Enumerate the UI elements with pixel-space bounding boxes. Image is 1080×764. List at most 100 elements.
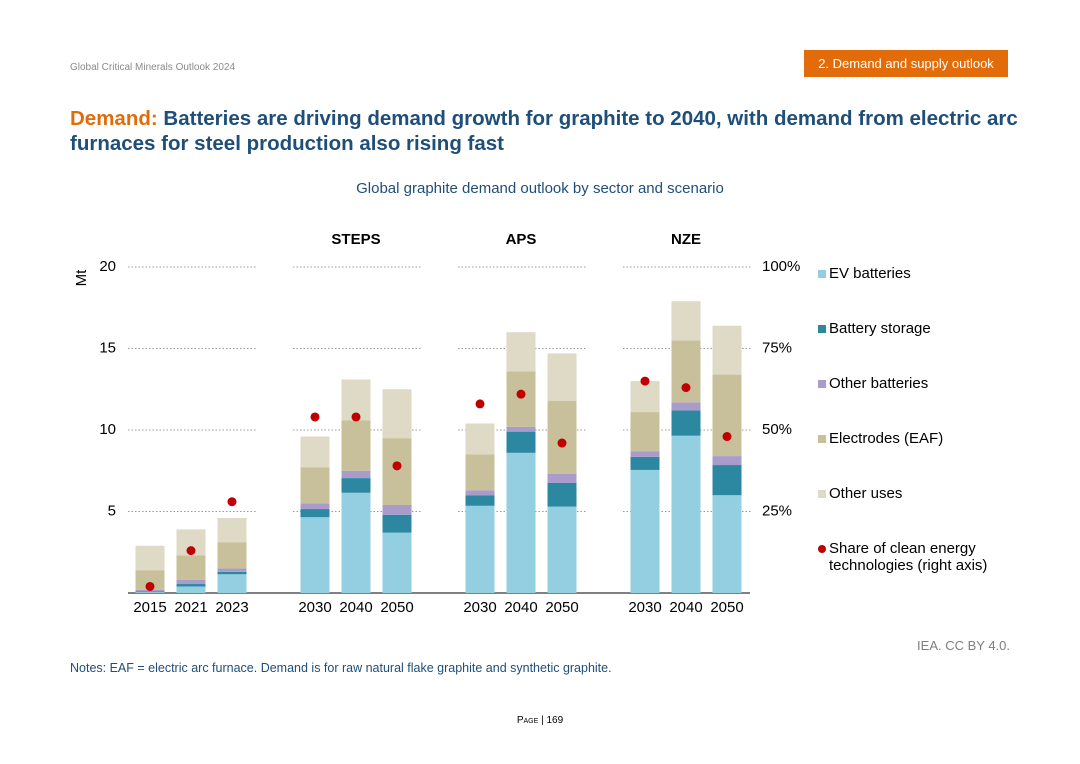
legend-swatch xyxy=(818,490,826,498)
bar-segment xyxy=(712,325,742,375)
share-dot xyxy=(186,546,196,556)
bar-segment xyxy=(341,420,371,471)
bar-segment xyxy=(217,574,247,593)
x-tick-label: 2050 xyxy=(380,599,413,616)
legend-swatch xyxy=(818,325,826,333)
bar-segment xyxy=(671,340,701,403)
bar-segment xyxy=(506,452,536,593)
legend-swatch xyxy=(818,435,826,443)
bar-segment xyxy=(382,438,412,505)
share-dot xyxy=(516,389,526,399)
bar-segment xyxy=(465,495,495,506)
group-label: APS xyxy=(506,231,537,248)
bar-segment xyxy=(630,469,660,593)
share-dot xyxy=(722,432,732,442)
legend-label: EV batteries xyxy=(829,265,911,282)
legend-label: Other batteries xyxy=(829,375,929,392)
bar-segment xyxy=(506,426,536,432)
bar-segment xyxy=(465,490,495,496)
bar-segment xyxy=(300,467,330,504)
bar-segment xyxy=(300,517,330,593)
x-tick-label: 2023 xyxy=(215,599,248,616)
x-tick-label: 2030 xyxy=(463,599,496,616)
bar-segment xyxy=(135,591,165,593)
bar-segment xyxy=(217,518,247,543)
y-tick-label: 10 xyxy=(99,421,116,438)
legend-swatch xyxy=(818,270,826,278)
y-tick-label: 15 xyxy=(99,339,116,356)
bar-segment xyxy=(630,412,660,452)
legend-entry: Battery storage xyxy=(818,320,1008,337)
bar-segment xyxy=(382,532,412,593)
x-tick-label: 2015 xyxy=(133,599,166,616)
bar-segment xyxy=(547,506,577,593)
title-text: Batteries are driving demand growth for … xyxy=(70,107,1018,155)
bar-segment xyxy=(671,435,701,593)
legend-entry: Electrodes (EAF) xyxy=(818,430,1008,447)
bar-segment xyxy=(547,474,577,483)
x-tick-label: 2050 xyxy=(545,599,578,616)
x-tick-label: 2030 xyxy=(628,599,661,616)
x-tick-label: 2040 xyxy=(669,599,702,616)
bar-segment xyxy=(547,482,577,507)
bar-segment xyxy=(176,555,206,580)
bar-segment xyxy=(630,451,660,457)
bar-segment xyxy=(465,505,495,593)
bar-segment xyxy=(300,436,330,468)
bar-segment xyxy=(506,431,536,453)
bar-segment xyxy=(217,542,247,569)
legend-swatch xyxy=(818,545,826,553)
bar-segment xyxy=(671,410,701,436)
group-label: NZE xyxy=(671,231,701,248)
bar-segment xyxy=(382,514,412,533)
bar-segment xyxy=(630,381,660,413)
legend-label: Battery storage xyxy=(829,320,931,337)
x-tick-label: 2021 xyxy=(174,599,207,616)
bar-segment xyxy=(712,374,742,457)
share-dot xyxy=(145,581,155,591)
bar-segment xyxy=(712,465,742,496)
bar-segment xyxy=(341,478,371,493)
title: Demand: Batteries are driving demand gro… xyxy=(70,106,1020,156)
bar-segment xyxy=(712,495,742,593)
share-dot xyxy=(392,461,402,471)
section-badge: 2. Demand and supply outlook xyxy=(804,50,1008,77)
bar-segment xyxy=(465,423,495,455)
y-tick-label: 5 xyxy=(108,502,116,519)
x-tick-label: 2040 xyxy=(504,599,537,616)
bar-segment xyxy=(382,504,412,515)
bar-segment xyxy=(547,353,577,401)
chart-title: Global graphite demand outlook by sector… xyxy=(356,180,724,197)
share-dot xyxy=(640,376,650,386)
legend-entry: Other batteries xyxy=(818,375,1008,392)
legend-label: Share of clean energy technologies (righ… xyxy=(829,540,988,574)
notes: Notes: EAF = electric arc furnace. Deman… xyxy=(70,661,612,675)
bar-segment xyxy=(547,400,577,475)
bar-segment xyxy=(300,503,330,510)
bar-segment xyxy=(341,470,371,479)
bar-segment xyxy=(671,402,701,411)
bar-segment xyxy=(217,568,247,572)
bar-segment xyxy=(135,545,165,571)
report-name: Global Critical Minerals Outlook 2024 xyxy=(70,62,236,73)
y-axis-label: Mt xyxy=(73,269,90,286)
share-dot xyxy=(310,412,320,422)
bar-segment xyxy=(135,570,165,590)
legend-entry: Share of clean energy technologies (righ… xyxy=(818,540,1008,574)
x-tick-label: 2030 xyxy=(298,599,331,616)
bar-segment xyxy=(465,454,495,491)
source: IEA. CC BY 4.0. xyxy=(917,638,1010,653)
legend-entry: Other uses xyxy=(818,485,1008,502)
bar-segment xyxy=(341,492,371,593)
y-tick-label: 20 xyxy=(99,258,116,275)
legend-entry: EV batteries xyxy=(818,265,1008,282)
bar-segment xyxy=(176,584,206,587)
bar-segment xyxy=(506,332,536,372)
share-dot xyxy=(475,399,485,409)
bar-segment xyxy=(506,371,536,427)
bar-segment xyxy=(176,586,206,593)
y2-tick-label: 50% xyxy=(762,421,792,438)
share-dot xyxy=(557,438,567,448)
share-dot xyxy=(681,383,691,393)
